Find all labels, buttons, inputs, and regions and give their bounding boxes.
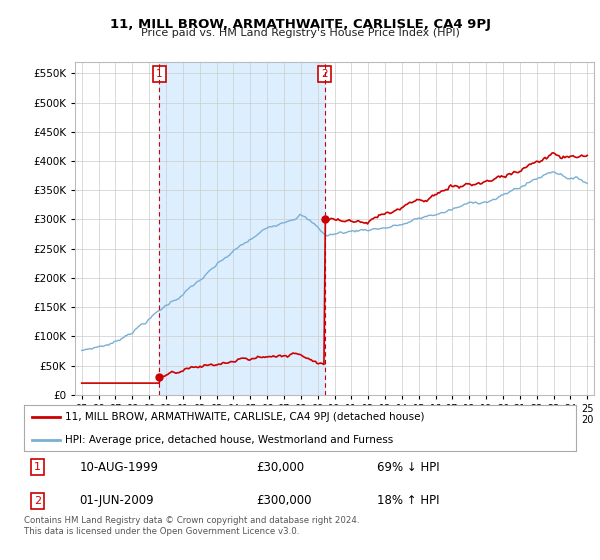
Text: 2: 2 [34,496,41,506]
Text: £300,000: £300,000 [256,494,311,507]
Text: 01-JUN-2009: 01-JUN-2009 [79,494,154,507]
Text: 1: 1 [156,69,163,79]
Text: 69% ↓ HPI: 69% ↓ HPI [377,461,440,474]
Text: 18% ↑ HPI: 18% ↑ HPI [377,494,440,507]
Text: 2: 2 [322,69,328,79]
Text: 11, MILL BROW, ARMATHWAITE, CARLISLE, CA4 9PJ (detached house): 11, MILL BROW, ARMATHWAITE, CARLISLE, CA… [65,412,425,422]
Bar [160,62,325,395]
Text: HPI: Average price, detached house, Westmorland and Furness: HPI: Average price, detached house, West… [65,435,394,445]
Text: Contains HM Land Registry data © Crown copyright and database right 2024.
This d: Contains HM Land Registry data © Crown c… [24,516,359,536]
Text: 11, MILL BROW, ARMATHWAITE, CARLISLE, CA4 9PJ: 11, MILL BROW, ARMATHWAITE, CARLISLE, CA… [110,18,491,31]
Text: 1: 1 [34,462,41,472]
Text: 10-AUG-1999: 10-AUG-1999 [79,461,158,474]
Text: Price paid vs. HM Land Registry's House Price Index (HPI): Price paid vs. HM Land Registry's House … [140,28,460,38]
Text: £30,000: £30,000 [256,461,304,474]
